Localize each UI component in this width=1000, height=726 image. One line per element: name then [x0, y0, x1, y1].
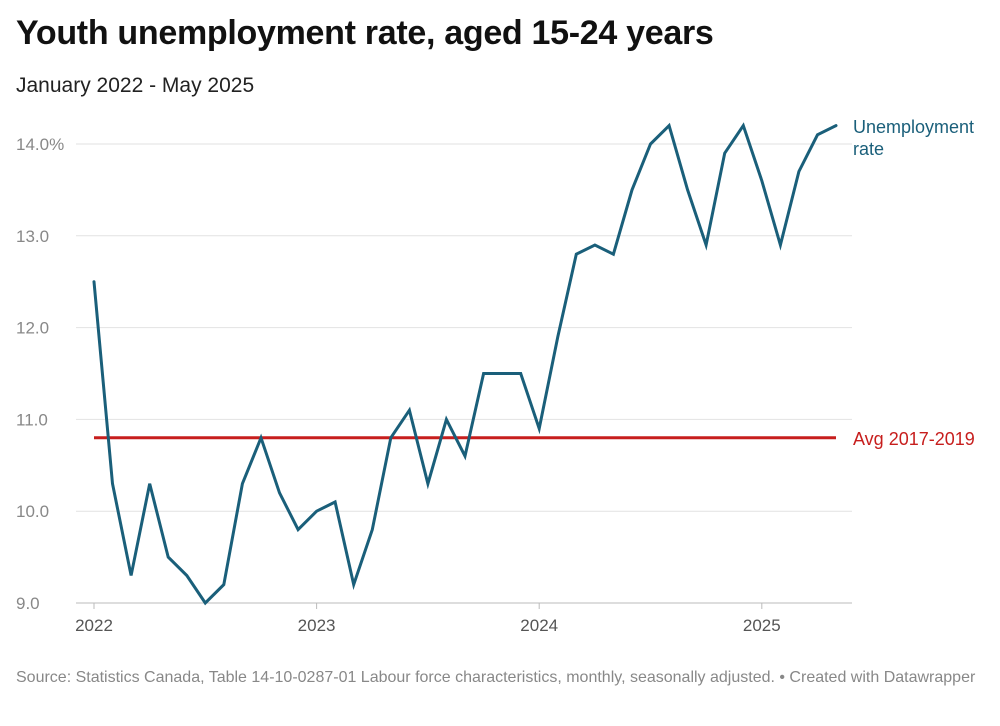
y-tick-label: 10.0	[16, 502, 49, 521]
chart-title: Youth unemployment rate, aged 15-24 year…	[16, 14, 714, 52]
x-tick-label: 2024	[520, 616, 558, 635]
x-tick-label: 2022	[75, 616, 113, 635]
y-tick-label: 13.0	[16, 227, 49, 246]
y-tick-label: 14.0%	[16, 135, 64, 154]
series-line	[92, 122, 838, 606]
series-label: Unemployment rate	[853, 117, 974, 159]
y-tick-label: 9.0	[16, 594, 40, 613]
chart-subtitle: January 2022 - May 2025	[16, 74, 255, 97]
x-tick-label: 2023	[298, 616, 336, 635]
x-tick-label: 2025	[743, 616, 781, 635]
reference-line-label: Avg 2017-2019	[853, 429, 975, 449]
y-tick-label: 12.0	[16, 319, 49, 338]
source-notes: Source: Statistics Canada, Table 14-10-0…	[16, 669, 976, 686]
y-tick-label: 11.0	[16, 410, 48, 429]
